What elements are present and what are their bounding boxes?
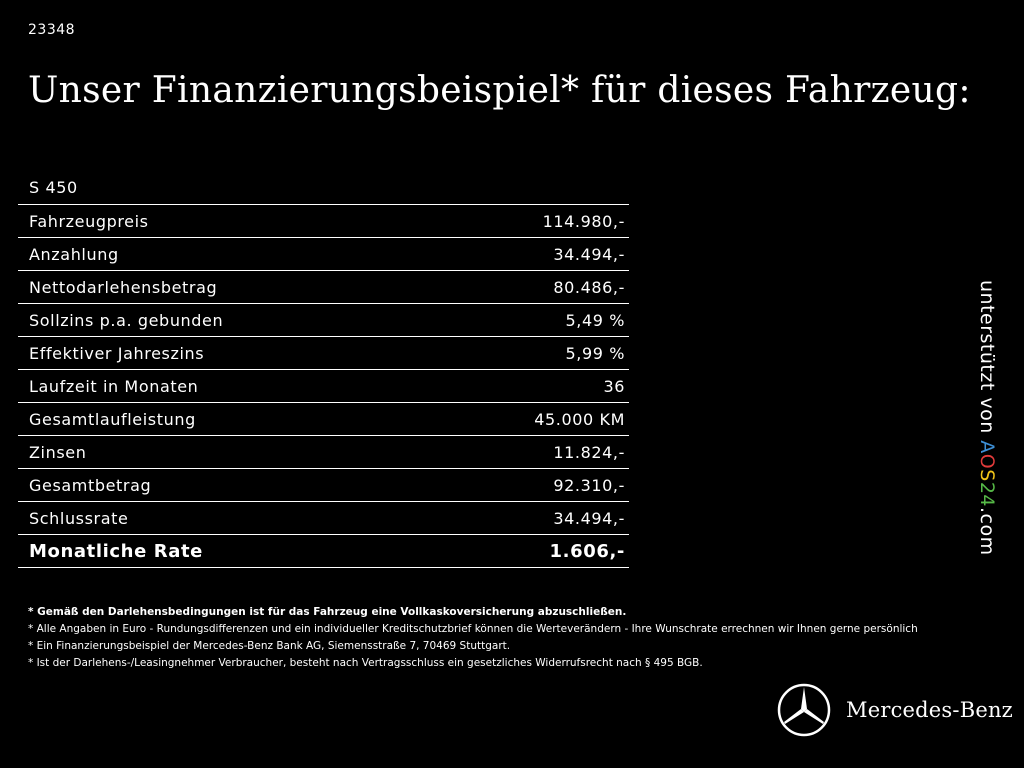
aos-logo-o: O [976, 453, 998, 470]
aos-logo-a: A [976, 440, 998, 454]
brand-logo: Mercedes-Benz [776, 682, 1013, 738]
footnote: * Ist der Darlehens-/Leasingnehmer Verbr… [28, 657, 703, 669]
row-label: Laufzeit in Monaten [29, 376, 199, 396]
mercedes-star-icon [777, 683, 831, 737]
row-label: Effektiver Jahreszins [29, 343, 205, 363]
table-row: Laufzeit in Monaten 36 [18, 370, 629, 403]
aos-logo-s: S [976, 469, 998, 482]
row-value: 114.980,- [542, 211, 625, 231]
credit-prefix: unterstützt von [976, 280, 998, 441]
footnote: * Ein Finanzierungsbeispiel der Mercedes… [28, 640, 511, 652]
row-label: Zinsen [29, 442, 87, 462]
row-label: Sollzins p.a. gebunden [29, 310, 224, 330]
row-label: Gesamtbetrag [29, 475, 152, 495]
monthly-rate-value: 1.606,- [549, 540, 625, 562]
row-value: 92.310,- [553, 475, 625, 495]
row-value: 45.000 KM [534, 409, 625, 429]
footnote: * Alle Angaben in Euro - Rundungsdiffere… [28, 623, 918, 635]
row-value: 5,99 % [565, 343, 625, 363]
table-row: Effektiver Jahreszins 5,99 % [18, 337, 629, 370]
financing-table: Fahrzeugpreis 114.980,- Anzahlung 34.494… [18, 204, 629, 568]
reference-id: 23348 [28, 22, 76, 38]
credit-suffix: .com [976, 507, 998, 556]
monthly-rate-label: Monatliche Rate [29, 540, 203, 562]
footnotes: * Gemäß den Darlehensbedingungen ist für… [28, 604, 1008, 672]
row-label: Fahrzeugpreis [29, 211, 149, 231]
row-value: 34.494,- [553, 244, 625, 264]
table-row: Gesamtbetrag 92.310,- [18, 469, 629, 502]
table-row: Gesamtlaufleistung 45.000 KM [18, 403, 629, 436]
row-value: 5,49 % [565, 310, 625, 330]
row-value: 34.494,- [553, 508, 625, 528]
page-title: Unser Finanzierungsbeispiel* für dieses … [28, 70, 971, 111]
table-row: Anzahlung 34.494,- [18, 238, 629, 271]
row-value: 80.486,- [553, 277, 625, 297]
row-label: Schlussrate [29, 508, 129, 528]
footnote: * Gemäß den Darlehensbedingungen ist für… [28, 606, 627, 618]
row-label: Gesamtlaufleistung [29, 409, 196, 429]
aos24-credit: unterstützt von AOS24.com [976, 280, 998, 556]
table-row: Schlussrate 34.494,- [18, 502, 629, 535]
aos-logo-24: 24 [976, 481, 998, 508]
table-row: Sollzins p.a. gebunden 5,49 % [18, 304, 629, 337]
row-value: 36 [603, 376, 625, 396]
row-value: 11.824,- [553, 442, 625, 462]
brand-name: Mercedes-Benz [846, 698, 1013, 722]
vehicle-model: S 450 [29, 178, 78, 197]
row-label: Anzahlung [29, 244, 119, 264]
monthly-rate-row: Monatliche Rate 1.606,- [18, 535, 629, 568]
table-row: Fahrzeugpreis 114.980,- [18, 205, 629, 238]
table-row: Zinsen 11.824,- [18, 436, 629, 469]
table-row: Nettodarlehensbetrag 80.486,- [18, 271, 629, 304]
row-label: Nettodarlehensbetrag [29, 277, 218, 297]
